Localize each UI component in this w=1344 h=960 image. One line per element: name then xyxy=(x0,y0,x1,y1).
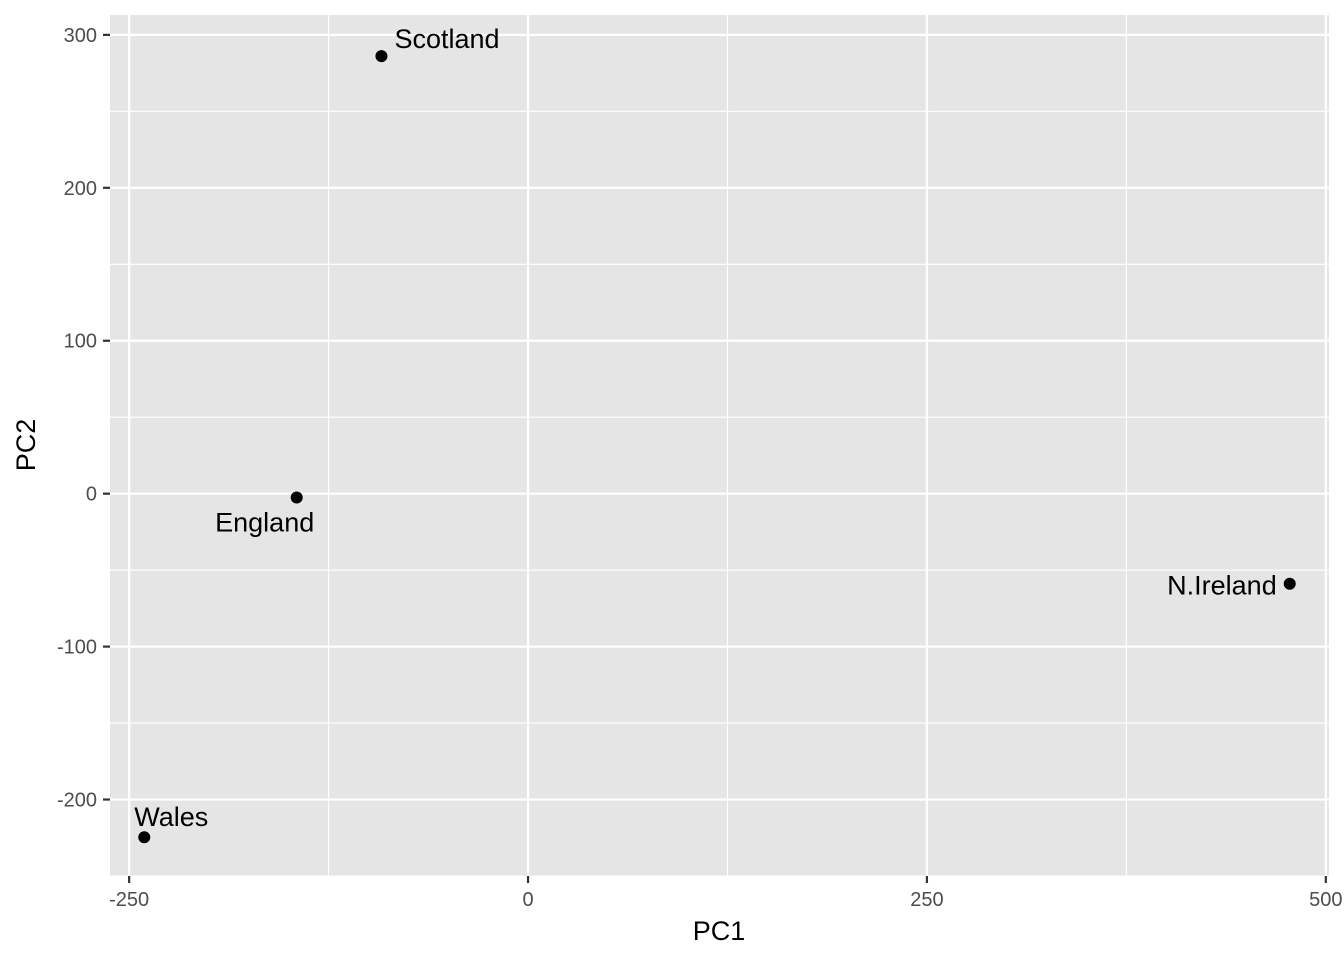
plot-panel xyxy=(110,15,1329,877)
label-england: England xyxy=(215,508,314,538)
label-wales: Wales xyxy=(134,802,208,832)
panel-background xyxy=(110,15,1329,876)
y-tick-label: 100 xyxy=(64,331,97,353)
y-axis-title: PC2 xyxy=(11,419,41,472)
x-tick-label: 500 xyxy=(1309,889,1342,911)
y-tick-label: -200 xyxy=(57,790,97,812)
point-scotland xyxy=(375,50,388,63)
point-n-ireland xyxy=(1283,577,1296,590)
label-n-ireland: N.Ireland xyxy=(1167,571,1277,601)
y-tick-label: -100 xyxy=(57,637,97,659)
y-axis: -200 -100 0 100 200 300 xyxy=(57,25,110,812)
y-tick-label: 200 xyxy=(64,178,97,200)
x-axis: -250 0 250 500 xyxy=(109,876,1342,911)
label-scotland: Scotland xyxy=(394,24,499,54)
data-points xyxy=(138,50,1296,844)
y-tick-label: 300 xyxy=(64,25,97,47)
x-tick-label: -250 xyxy=(109,889,149,911)
y-tick-label: 0 xyxy=(86,484,97,506)
x-tick-label: 250 xyxy=(910,889,943,911)
x-tick-label: 0 xyxy=(522,889,533,911)
point-wales xyxy=(138,831,151,844)
point-labels: England Wales Scotland N.Ireland xyxy=(134,24,1276,832)
x-axis-title: PC1 xyxy=(693,916,746,946)
point-england xyxy=(290,491,303,504)
